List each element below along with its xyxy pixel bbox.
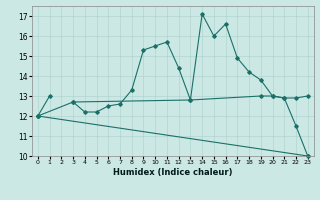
X-axis label: Humidex (Indice chaleur): Humidex (Indice chaleur): [113, 168, 233, 177]
